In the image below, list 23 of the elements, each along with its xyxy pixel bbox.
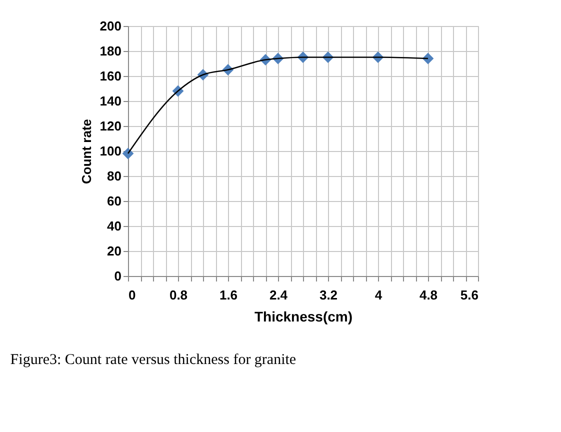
y-tick-label: 80: [107, 168, 122, 184]
x-tick-label: 5.6: [460, 288, 478, 302]
y-tick-label: 200: [100, 18, 122, 34]
y-tick-label: 120: [100, 118, 122, 134]
x-tick-label: 4.8: [419, 288, 438, 302]
x-tick-label: 4: [374, 288, 383, 302]
y-tick-label: 180: [100, 44, 122, 58]
y-tick-label: 0: [114, 268, 122, 284]
y-tick-label: 140: [100, 94, 122, 108]
y-axis-title: Count rate: [78, 119, 94, 184]
caption: Figure3: Count rate versus thickness for granite: [10, 352, 296, 368]
x-tick-label: 0.8: [169, 288, 188, 302]
y-tick-label: 60: [107, 194, 122, 208]
x-axis-title: Thickness(cm): [254, 308, 353, 324]
y-tick-label: 20: [107, 244, 122, 258]
x-tick-label: 3.2: [319, 288, 338, 302]
y-tick-label: 160: [100, 68, 122, 84]
x-tick-label: 2.4: [269, 288, 288, 302]
x-tick-label: 1.6: [219, 288, 238, 302]
point: [122, 148, 134, 160]
x-tick-label: 0: [128, 288, 136, 302]
y-tick-label: 40: [107, 218, 122, 234]
y-tick-label: 100: [100, 144, 122, 158]
